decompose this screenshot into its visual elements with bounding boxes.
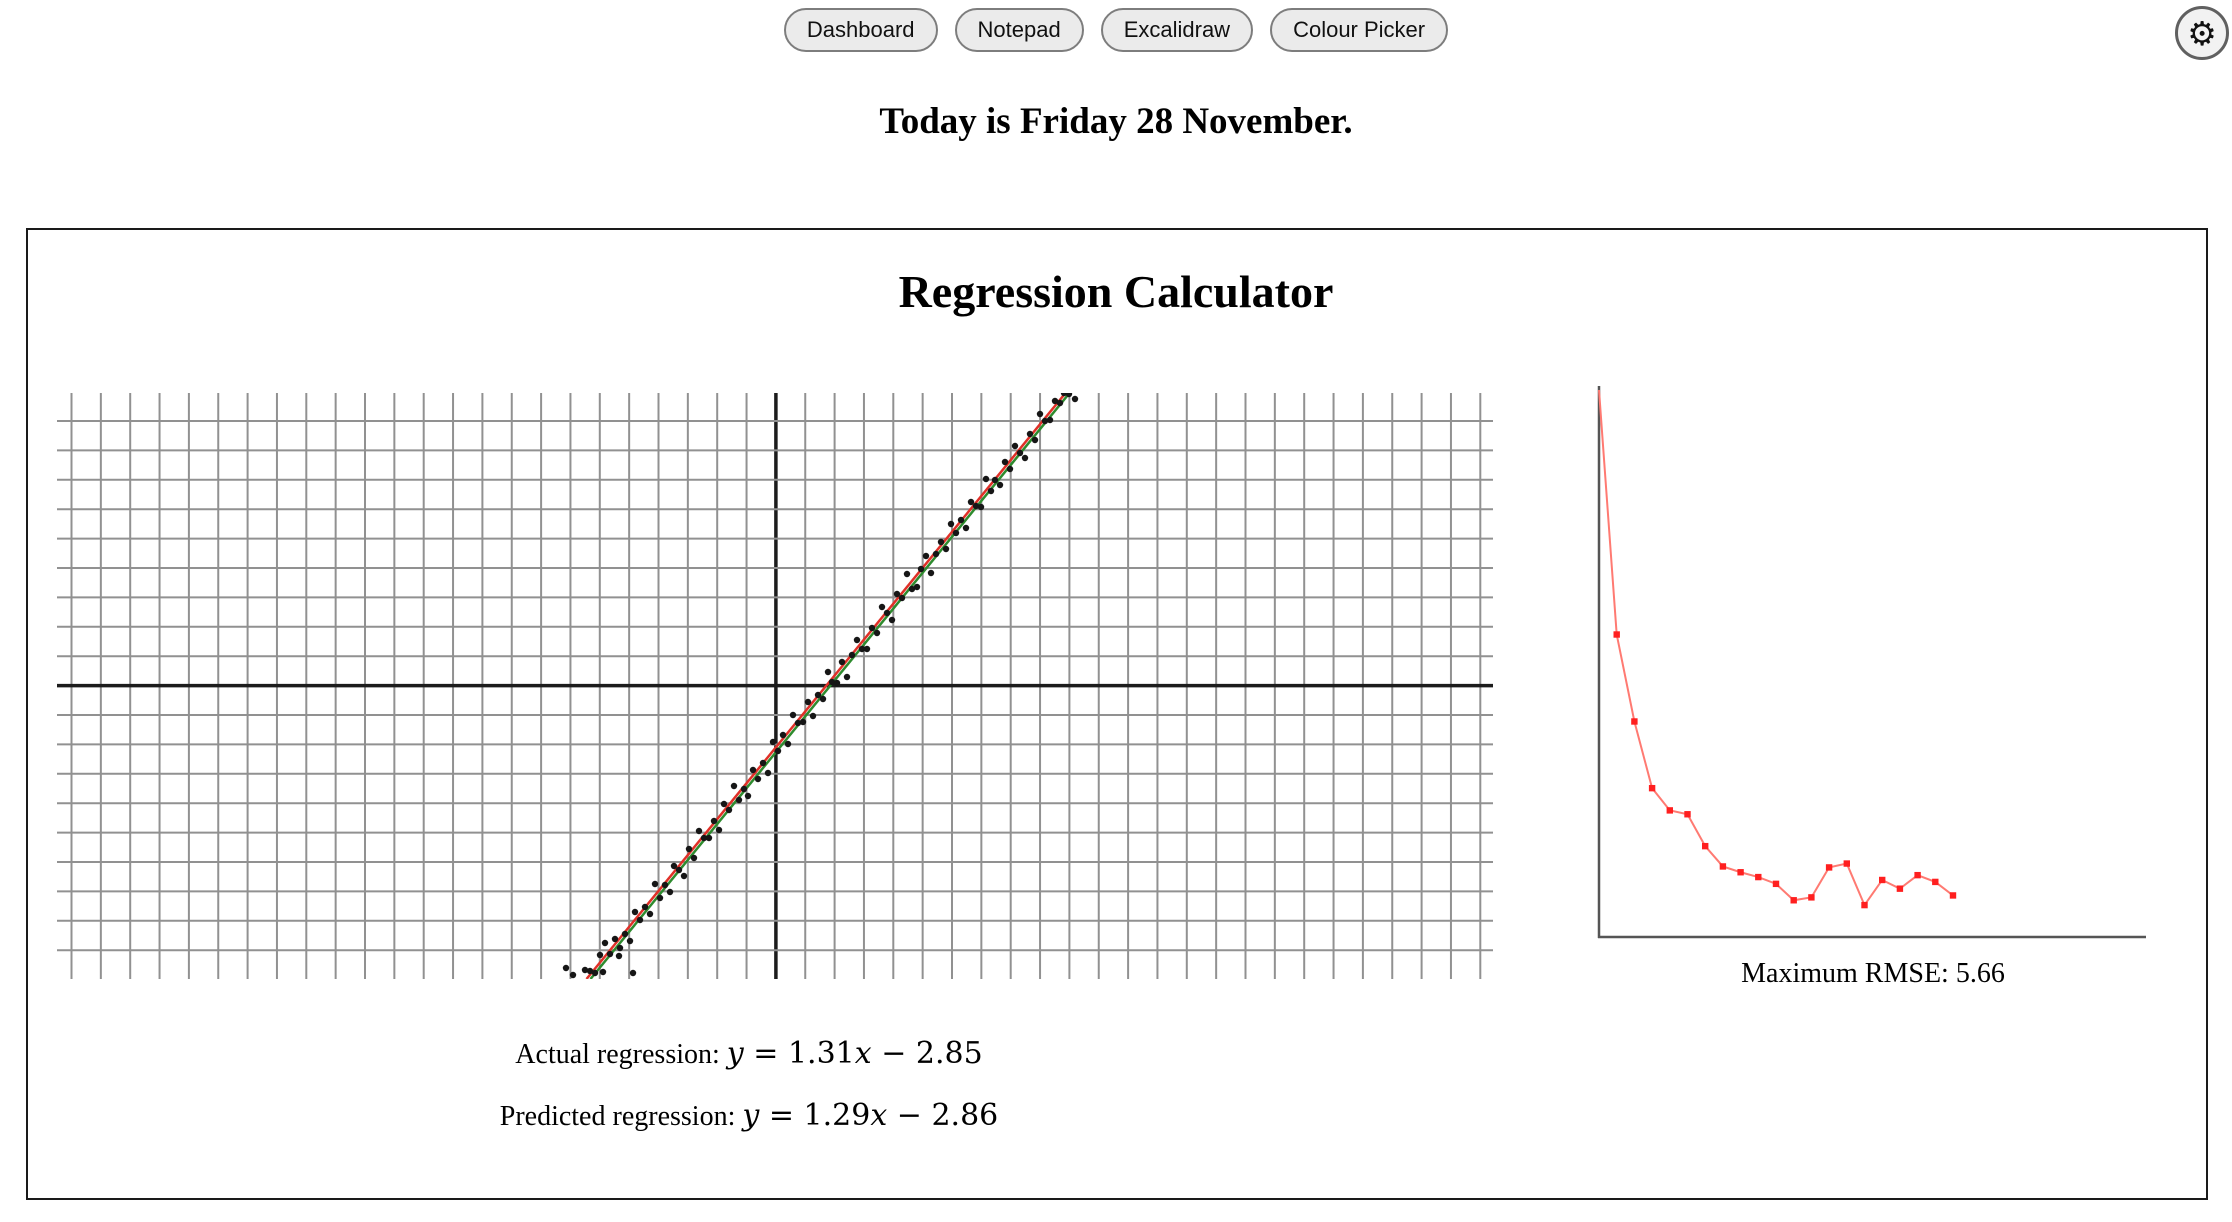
predicted-eq-x: x xyxy=(870,1098,888,1133)
card-title: Regression Calculator xyxy=(898,266,1334,317)
dashboard-button[interactable]: Dashboard xyxy=(783,8,938,52)
predicted-eq-op: − xyxy=(887,1098,932,1133)
scatter-plot-canvas xyxy=(57,393,1493,979)
colour-picker-button[interactable]: Colour Picker xyxy=(1270,8,1449,52)
actual-eq-x: x xyxy=(854,1036,872,1071)
settings-button[interactable]: ⚙ xyxy=(2175,6,2229,60)
actual-eq-slope: 1.31 xyxy=(787,1036,855,1071)
actual-eq-op: − xyxy=(871,1036,916,1071)
actual-eq-y: y xyxy=(726,1036,744,1071)
actual-regression-label: Actual regression: xyxy=(515,1039,727,1070)
predicted-eq-slope: 1.29 xyxy=(803,1098,871,1133)
date-heading: Today is Friday 28 November. xyxy=(879,101,1353,142)
predicted-regression-text: Predicted regression: y = 1.29x − 2.86 xyxy=(31,1098,1467,1133)
predicted-eq-equals: = xyxy=(759,1098,804,1133)
actual-eq-equals: = xyxy=(743,1036,788,1071)
rmse-chart-canvas xyxy=(1597,386,2146,939)
predicted-eq-intercept: 2.86 xyxy=(931,1098,999,1133)
predicted-regression-label: Predicted regression: xyxy=(499,1101,743,1132)
gear-icon: ⚙ xyxy=(2187,13,2217,53)
rmse-caption: Maximum RMSE: 5.66 xyxy=(1741,958,2005,989)
predicted-eq-y: y xyxy=(742,1098,760,1133)
actual-eq-intercept: 2.85 xyxy=(915,1036,983,1071)
actual-regression-text: Actual regression: y = 1.31x − 2.85 xyxy=(31,1036,1467,1071)
top-navigation: Dashboard Notepad Excalidraw Colour Pick… xyxy=(0,8,2232,52)
excalidraw-button[interactable]: Excalidraw xyxy=(1100,8,1254,52)
notepad-button[interactable]: Notepad xyxy=(954,8,1084,52)
